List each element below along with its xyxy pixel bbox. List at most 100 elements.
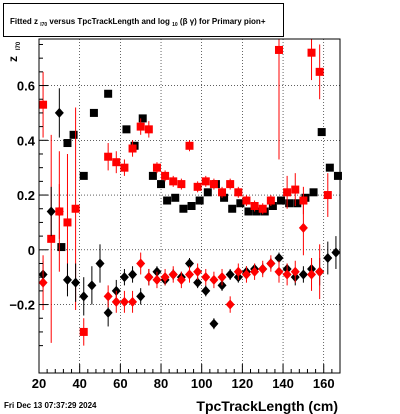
plot-frame: [38, 38, 341, 374]
data-point-square: [148, 171, 157, 180]
title-suffix: (β γ) for Primary pion+: [179, 17, 266, 26]
data-point-diamond: [331, 247, 341, 258]
data-point-diamond: [209, 274, 219, 285]
series-3: [38, 184, 325, 313]
data-point-diamond: [103, 307, 113, 318]
data-point-square: [201, 177, 210, 186]
x-tick-label: 60: [113, 376, 127, 391]
x-tick-label: 160: [313, 376, 335, 391]
data-point-diamond: [298, 269, 308, 280]
data-point-diamond: [225, 299, 235, 310]
data-point-diamond: [136, 291, 146, 302]
data-point-diamond: [315, 266, 325, 277]
series-0: [57, 89, 342, 252]
timestamp: Fri Dec 13 07:37:29 2024: [4, 401, 97, 410]
data-point-square: [291, 185, 300, 194]
data-point-diamond: [128, 269, 138, 280]
data-point-square: [220, 193, 229, 202]
data-point-diamond: [144, 272, 154, 283]
data-point-square: [89, 108, 98, 117]
data-point-diamond: [185, 258, 194, 269]
data-point-square: [69, 130, 78, 139]
x-tick-label: 100: [191, 376, 213, 391]
data-point-diamond: [225, 269, 235, 280]
y-tick-label: −0.2: [9, 298, 35, 313]
title-prefix: Fitted z: [10, 17, 38, 26]
data-point-square: [63, 139, 72, 148]
data-point-diamond: [266, 258, 276, 269]
data-point-square: [120, 163, 129, 172]
data-point-square: [193, 182, 202, 191]
data-point-square: [136, 122, 145, 131]
data-point-square: [258, 204, 267, 213]
data-point-square: [218, 188, 227, 197]
y-tick-label: 0.6: [17, 79, 35, 94]
data-point-diamond: [274, 266, 284, 277]
chart-title: Fitted z I70 versus TpcTrackLength and l…: [10, 17, 266, 28]
data-point-square: [323, 191, 332, 200]
data-point-square: [169, 177, 178, 186]
data-point-square: [228, 204, 237, 213]
y-tick-label: 0: [28, 243, 35, 258]
y-tick-label: 0.4: [17, 133, 36, 148]
data-point-diamond: [62, 274, 72, 285]
data-point-square: [63, 218, 72, 227]
data-point-square: [104, 89, 113, 98]
data-point-diamond: [71, 277, 81, 288]
data-point-square: [171, 193, 180, 202]
y-axis-label-main: z: [6, 56, 20, 62]
y-axis-label: z I70: [6, 41, 22, 62]
data-point-diamond: [128, 296, 138, 307]
data-point-square: [317, 128, 326, 137]
data-point-square: [185, 141, 194, 150]
title-box: Fitted z I70 versus TpcTrackLength and l…: [3, 3, 284, 37]
data-series: [38, 39, 342, 346]
series-1: [39, 39, 332, 346]
data-point-square: [79, 327, 88, 336]
data-point-diamond: [103, 291, 113, 302]
data-point-square: [236, 199, 245, 208]
data-point-diamond: [217, 272, 227, 283]
data-point-square: [277, 196, 286, 205]
data-point-square: [177, 180, 186, 189]
data-point-square: [226, 180, 235, 189]
data-point-diamond: [54, 107, 64, 118]
data-point-diamond: [185, 269, 194, 280]
data-point-square: [252, 207, 261, 216]
x-tick-label: 120: [232, 376, 254, 391]
data-point-diamond: [298, 222, 308, 233]
data-point-square: [79, 171, 88, 180]
data-point-square: [293, 199, 302, 208]
data-point-square: [144, 125, 153, 134]
data-point-square: [244, 207, 253, 216]
data-point-square: [71, 204, 80, 213]
x-axis-label: TpcTrackLength (cm): [196, 398, 338, 414]
data-point-square: [128, 144, 137, 153]
data-point-diamond: [282, 269, 292, 280]
data-point-square: [333, 171, 342, 180]
data-point-square: [209, 180, 218, 189]
data-point-diamond: [193, 277, 203, 288]
data-point-square: [104, 152, 113, 161]
data-point-square: [157, 180, 166, 189]
data-point-square: [57, 243, 66, 252]
data-point-diamond: [46, 206, 56, 217]
data-point-diamond: [95, 258, 105, 269]
data-point-square: [163, 196, 172, 205]
data-point-square: [268, 202, 277, 210]
data-point-square: [234, 188, 243, 197]
data-point-square: [195, 196, 204, 205]
data-point-diamond: [201, 285, 211, 296]
x-tick-label: 20: [32, 376, 46, 391]
data-point-square: [242, 196, 251, 205]
data-point-diamond: [323, 253, 333, 264]
data-point-diamond: [241, 269, 251, 280]
data-point-square: [39, 100, 48, 109]
data-point-square: [325, 163, 334, 172]
data-point-square: [309, 188, 318, 197]
title-z-subscript: I70: [40, 22, 48, 28]
data-point-diamond: [176, 274, 186, 285]
x-tick-label: 140: [272, 376, 294, 391]
data-point-diamond: [250, 266, 260, 277]
data-point-diamond: [160, 272, 170, 283]
